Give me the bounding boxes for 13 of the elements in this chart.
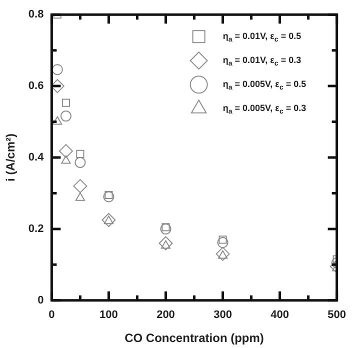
x-tick-label: 100	[100, 309, 118, 322]
y-tick-label: 0.2	[28, 222, 44, 235]
x-tick-label: 500	[328, 309, 346, 322]
x-axis-title: CO Concentration (ppm)	[124, 331, 264, 346]
y-tick-label: 0.6	[28, 80, 44, 92]
x-tick-label: 0	[48, 309, 55, 322]
x-tick-label: 400	[270, 309, 289, 322]
x-tick-label: 200	[156, 309, 175, 322]
y-tick-label: 0.8	[28, 8, 44, 21]
y-tick-label: 0.4	[28, 152, 45, 164]
y-axis-title: i (A/cm²)	[4, 133, 18, 182]
x-tick-label: 300	[214, 309, 232, 322]
y-tick-label: 0	[38, 294, 44, 306]
